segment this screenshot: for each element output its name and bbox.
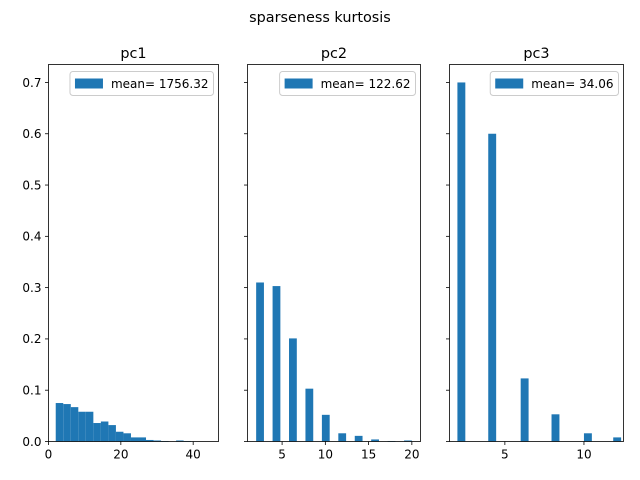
histogram-bar	[404, 440, 412, 442]
x-tick-label: 10	[318, 448, 333, 462]
histogram-bar	[613, 437, 622, 442]
subplot-title: pc1	[120, 46, 146, 62]
histogram-bar	[520, 378, 529, 442]
histogram-bar	[256, 282, 264, 442]
y-tick-label: 0.4	[22, 230, 41, 244]
subplot-pc2: 5 10 15 20 pc2 mean= 122.62	[244, 46, 421, 462]
legend: mean= 1756.32	[69, 71, 214, 96]
subplot-pc3: 5 10 pc3 mean= 34.06	[446, 46, 624, 462]
y-tick-label: 0.3	[22, 281, 41, 295]
histogram-bar	[115, 431, 124, 442]
y-tick-label: 0.5	[22, 178, 41, 192]
subplot-pc1: 0 20 40 0.0 0.1 0.2 0.3 0.4 0.5 0.6 0.7 pc1 mean= 17…	[22, 46, 219, 462]
histogram-bar	[153, 440, 162, 442]
histogram-bar	[371, 439, 379, 442]
subplot-grid: 0 20 40 0.0 0.1 0.2 0.3 0.4 0.5 0.6 0.7 pc1 mean= 17…	[22, 46, 624, 462]
legend-swatch	[74, 78, 103, 89]
legend: mean= 34.06	[489, 71, 619, 96]
y-tick-label: 0.1	[22, 384, 41, 398]
histogram-bar	[70, 407, 79, 442]
histogram-bar	[354, 435, 363, 442]
histogram-bar	[100, 421, 109, 442]
histogram-bar	[138, 437, 147, 442]
y-tick-label: 0.7	[22, 76, 41, 90]
y-tick-label: 0.6	[22, 127, 41, 141]
figure-title: sparseness kurtosis	[249, 10, 391, 26]
histogram-bar	[108, 425, 116, 442]
legend-label: mean= 122.62	[321, 77, 411, 91]
histogram-bar	[93, 423, 101, 442]
histogram-bar	[146, 439, 154, 442]
legend-box	[69, 71, 214, 96]
histogram-bar	[338, 433, 347, 442]
histogram-bar	[123, 433, 131, 442]
histogram-bar	[176, 440, 184, 442]
legend: mean= 122.62	[279, 71, 416, 96]
x-tick-label: 15	[361, 448, 376, 462]
legend-swatch	[495, 78, 524, 89]
axes-frame	[247, 64, 421, 442]
subplot-title: pc2	[321, 46, 347, 62]
histogram-bar	[488, 133, 497, 442]
histogram-bar	[583, 433, 592, 442]
histogram-bar	[321, 414, 330, 442]
legend-label: mean= 1756.32	[111, 77, 209, 91]
legend-swatch	[284, 78, 313, 89]
legend-box	[279, 71, 416, 96]
y-tick-label: 0.2	[22, 332, 41, 346]
histogram-bar	[55, 403, 64, 442]
x-tick-label: 20	[113, 448, 128, 462]
x-tick-label: 20	[404, 448, 419, 462]
histogram-bar	[457, 82, 466, 442]
histogram-bar	[305, 388, 314, 442]
histogram-bar	[272, 286, 281, 442]
axes-frame	[48, 64, 219, 442]
legend-box	[489, 71, 619, 96]
x-tick-label: 5	[501, 448, 509, 462]
histogram-bar	[85, 411, 94, 442]
histogram-bar	[78, 411, 86, 442]
legend-label: mean= 34.06	[531, 77, 613, 91]
x-tick-label: 5	[278, 448, 286, 462]
subplot-title: pc3	[523, 46, 549, 62]
x-tick-label: 10	[576, 448, 591, 462]
x-tick-label: 40	[186, 448, 201, 462]
axes-frame	[449, 64, 624, 442]
histogram-bar	[289, 338, 297, 442]
x-tick-label: 0	[45, 448, 53, 462]
histogram-bar	[551, 414, 560, 442]
histogram-bar	[130, 437, 139, 442]
histogram-bar	[63, 404, 71, 442]
y-tick-label: 0.0	[22, 435, 41, 449]
